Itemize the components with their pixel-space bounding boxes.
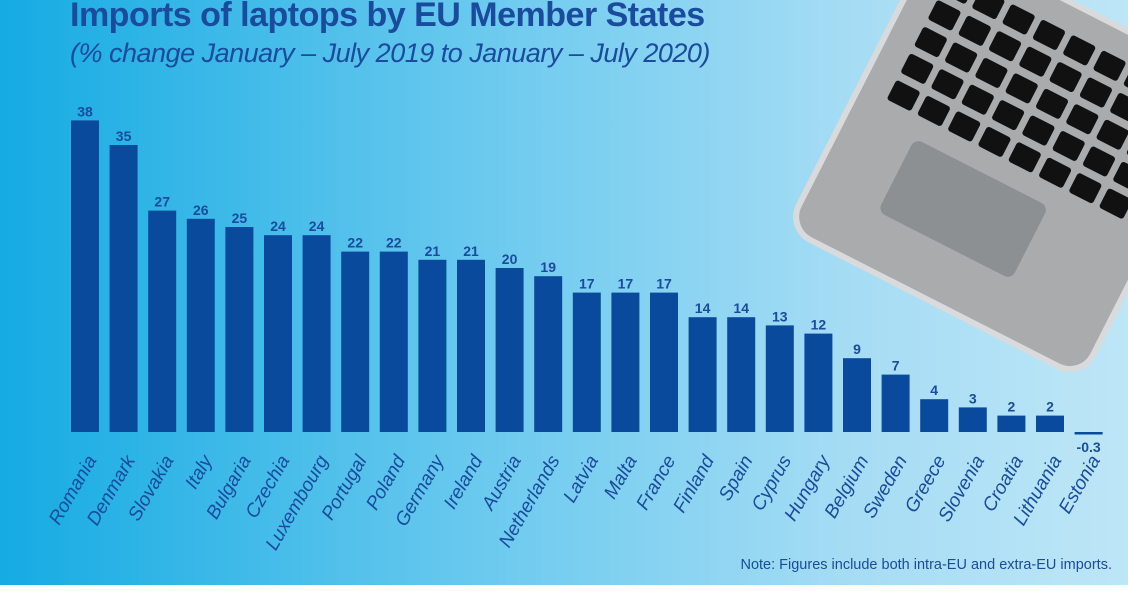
- bar-hungary: [804, 333, 833, 432]
- value-label-bulgaria: 25: [232, 210, 248, 226]
- chart-subtitle: (% change January – July 2019 to January…: [70, 38, 710, 68]
- value-label-germany: 21: [425, 243, 441, 259]
- category-label-italy: Italy: [182, 451, 218, 493]
- bar-ireland: [457, 259, 485, 432]
- category-label-latvia: Latvia: [560, 452, 604, 506]
- bar-romania: [71, 120, 99, 433]
- value-label-denmark: 35: [116, 128, 132, 144]
- value-label-finland: 14: [695, 300, 711, 316]
- bar-portugal: [341, 251, 370, 432]
- value-label-luxembourg: 24: [309, 218, 325, 234]
- bar-sweden: [881, 374, 910, 432]
- chart-title: Imports of laptops by EU Member States: [70, 0, 705, 34]
- value-label-belgium: 9: [853, 341, 861, 357]
- bottom-strip: [0, 585, 1128, 591]
- bar-lithuania: [1036, 415, 1064, 432]
- value-label-hungary: 12: [811, 317, 827, 333]
- footnote: Note: Figures include both intra-EU and …: [740, 557, 1112, 573]
- bar-luxembourg: [302, 235, 331, 432]
- value-label-latvia: 17: [579, 276, 595, 292]
- value-label-romania: 38: [77, 103, 93, 119]
- value-label-estonia: -0.3: [1077, 439, 1101, 455]
- bar-poland: [379, 251, 408, 432]
- value-label-spain: 14: [733, 300, 749, 316]
- bar-croatia: [997, 415, 1026, 432]
- bar-austria: [495, 268, 524, 432]
- bar-spain: [727, 317, 756, 432]
- value-label-netherlands: 19: [540, 259, 556, 275]
- value-label-cyprus: 13: [772, 308, 788, 324]
- bar-denmark: [109, 145, 138, 432]
- bar-latvia: [572, 292, 601, 432]
- value-label-greece: 4: [930, 382, 938, 398]
- value-label-croatia: 2: [1008, 399, 1016, 415]
- bar-cyprus: [765, 325, 794, 432]
- bar-france: [650, 292, 678, 432]
- bar-netherlands: [534, 276, 563, 432]
- category-label-finland: Finland: [670, 451, 720, 517]
- bar-belgium: [843, 358, 871, 432]
- value-label-slovenia: 3: [969, 390, 977, 406]
- bar-estonia: [1074, 432, 1103, 435]
- bar-germany: [418, 259, 447, 432]
- value-label-malta: 17: [618, 276, 634, 292]
- value-label-lithuania: 2: [1046, 399, 1054, 415]
- value-label-austria: 20: [502, 251, 518, 267]
- value-label-france: 17: [656, 276, 672, 292]
- value-label-ireland: 21: [463, 243, 479, 259]
- value-label-portugal: 22: [347, 235, 363, 251]
- bar-czechia: [264, 235, 292, 432]
- bar-greece: [920, 399, 949, 432]
- bar-finland: [688, 317, 717, 432]
- value-label-sweden: 7: [892, 358, 900, 374]
- value-label-poland: 22: [386, 235, 402, 251]
- bar-bulgaria: [225, 227, 254, 432]
- bar-slovakia: [148, 210, 177, 432]
- bar-malta: [611, 292, 640, 432]
- value-label-slovakia: 27: [154, 194, 170, 210]
- category-label-malta: Malta: [600, 452, 641, 503]
- bar-italy: [186, 218, 215, 432]
- bar-slovenia: [958, 407, 987, 432]
- value-label-czechia: 24: [270, 218, 286, 234]
- value-label-italy: 26: [193, 202, 209, 218]
